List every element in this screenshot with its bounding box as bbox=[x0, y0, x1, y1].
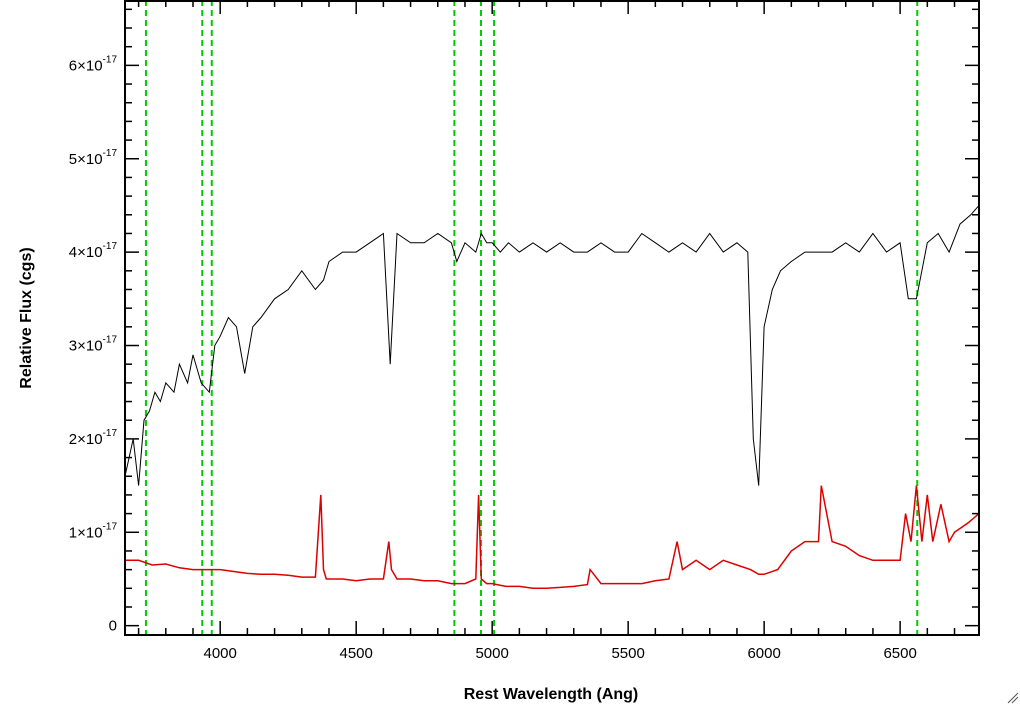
axes-box bbox=[124, 0, 980, 636]
resize-grip-icon[interactable] bbox=[1007, 692, 1019, 704]
y-tick-label: 1×10-17 bbox=[69, 521, 118, 541]
y-tick-label: 5×10-17 bbox=[69, 148, 118, 168]
x-axis-ticks: 4000 4500 5000 5500 6000 6500 bbox=[137, 0, 956, 662]
y-tick-label: 2×10-17 bbox=[69, 428, 118, 448]
x-tick-label: 6500 bbox=[883, 645, 916, 662]
series-layer bbox=[124, 205, 980, 590]
reference-lines bbox=[144, 0, 919, 635]
x-axis-title: Rest Wavelength (Ang) bbox=[464, 686, 639, 703]
x-tick-label: 4500 bbox=[339, 645, 372, 662]
error-spectrum-line bbox=[125, 485, 980, 590]
y-axis-title: Relative Flux (cgs) bbox=[18, 247, 35, 388]
x-tick-label: 5000 bbox=[475, 645, 508, 662]
y-tick-label: 4×10-17 bbox=[69, 241, 118, 261]
x-tick-label: 6000 bbox=[747, 645, 780, 662]
y-axis-ticks: 0 1×10-17 2×10-17 3×10-17 4×10-17 5×10-17 6×10… bbox=[69, 8, 979, 635]
y-tick-label: 0 bbox=[109, 618, 117, 635]
y-tick-label: 6×10-17 bbox=[69, 54, 118, 74]
plot-frame bbox=[124, 0, 980, 636]
y-tick-label: 3×10-17 bbox=[69, 335, 118, 355]
x-tick-label: 4000 bbox=[204, 645, 237, 662]
observed-spectrum-line bbox=[124, 205, 980, 486]
x-tick-label: 5500 bbox=[611, 645, 644, 662]
